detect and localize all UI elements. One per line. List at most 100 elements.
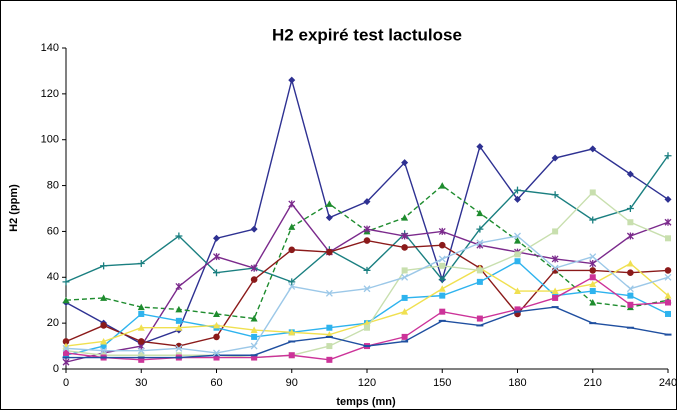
marker (476, 239, 484, 247)
chart-title: H2 expiré test lactulose (272, 25, 462, 44)
marker (514, 237, 521, 244)
marker (100, 322, 107, 329)
marker (250, 264, 258, 272)
marker (288, 352, 295, 359)
marker (62, 278, 70, 286)
marker (62, 338, 70, 345)
x-tick-label: 180 (508, 377, 526, 389)
marker (551, 267, 559, 274)
marker (551, 287, 559, 295)
marker (138, 356, 145, 363)
marker (626, 205, 634, 212)
x-tick-label: 0 (63, 377, 69, 389)
marker (325, 214, 333, 222)
marker (175, 324, 183, 331)
x-tick-label: 30 (135, 377, 147, 389)
marker (626, 260, 634, 267)
marker (401, 294, 408, 301)
marker (551, 191, 559, 199)
marker (626, 232, 634, 240)
marker (288, 282, 296, 290)
marker (589, 280, 597, 288)
marker (401, 232, 409, 240)
marker (138, 352, 145, 359)
marker (589, 216, 597, 224)
y-tick-label: 100 (41, 134, 59, 146)
marker (514, 186, 521, 194)
marker (438, 182, 446, 189)
marker (476, 267, 483, 274)
marker (250, 315, 258, 322)
marker (250, 326, 258, 334)
marker (137, 338, 145, 345)
x-tick-label: 210 (584, 377, 602, 389)
marker (62, 296, 70, 304)
marker (325, 200, 333, 207)
marker (439, 308, 446, 315)
y-tick-label: 80 (47, 179, 59, 191)
marker (63, 349, 69, 356)
marker (664, 218, 672, 226)
marker (137, 260, 145, 268)
marker (589, 274, 596, 281)
marker (626, 170, 634, 178)
marker (589, 260, 597, 268)
marker (438, 285, 446, 292)
y-tick-label: 60 (47, 225, 59, 237)
marker (364, 324, 370, 331)
y-tick-label: 140 (41, 42, 59, 54)
y-tick-label: 40 (47, 271, 59, 283)
marker (401, 267, 408, 274)
marker (401, 214, 409, 221)
marker (589, 253, 597, 261)
marker (62, 358, 70, 366)
marker (288, 223, 296, 230)
marker (514, 232, 521, 240)
marker (552, 228, 559, 235)
marker (589, 267, 597, 274)
marker (288, 278, 296, 286)
marker (627, 219, 634, 226)
marker (627, 301, 634, 308)
marker (476, 315, 483, 322)
marker (288, 328, 296, 336)
marker (175, 232, 183, 240)
y-tick-label: 20 (47, 317, 59, 329)
marker (476, 143, 484, 151)
marker (137, 324, 145, 331)
marker (514, 287, 521, 295)
marker (514, 306, 521, 313)
marker (514, 251, 521, 258)
marker (401, 244, 408, 251)
marker (175, 344, 183, 352)
marker (589, 299, 597, 306)
marker (213, 310, 220, 317)
marker (476, 209, 484, 217)
x-tick-label: 120 (358, 377, 376, 389)
marker (401, 308, 409, 315)
marker (664, 195, 672, 203)
marker (250, 342, 258, 350)
marker (213, 349, 220, 357)
x-tick-label: 60 (210, 377, 222, 389)
marker (665, 310, 671, 317)
marker (438, 276, 446, 284)
marker (552, 294, 559, 301)
marker (213, 354, 220, 361)
marker (138, 310, 145, 317)
marker (627, 269, 634, 277)
marker (137, 347, 145, 355)
marker (175, 282, 183, 290)
y-axis-label: H2 (ppm) (8, 184, 20, 232)
marker (326, 248, 333, 256)
marker (213, 253, 220, 261)
marker (627, 292, 634, 299)
marker (401, 333, 408, 340)
x-tick-label: 90 (286, 377, 298, 389)
marker (626, 285, 634, 293)
marker (363, 237, 371, 244)
marker (439, 262, 446, 269)
marker (100, 343, 107, 350)
marker (664, 273, 672, 281)
marker (439, 292, 446, 299)
